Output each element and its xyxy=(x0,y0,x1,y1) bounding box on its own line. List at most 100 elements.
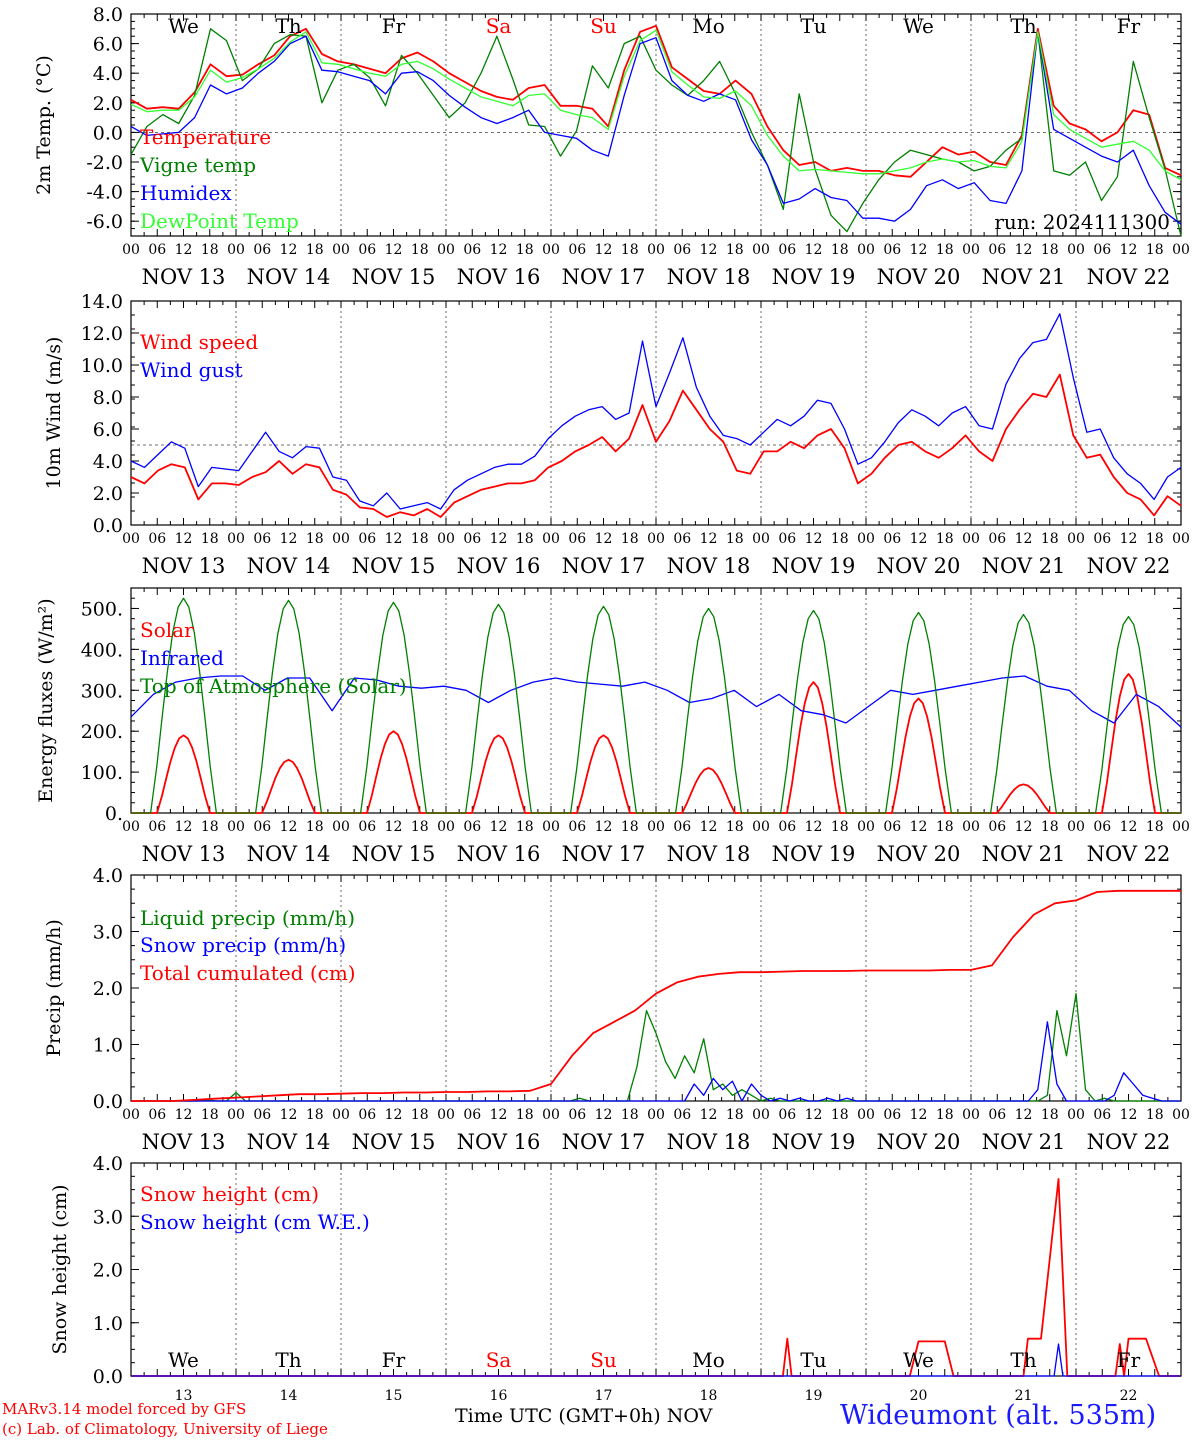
legend-dewpoint-temp: DewPoint Temp xyxy=(140,209,299,233)
hour-label: 12 xyxy=(385,819,403,835)
day-number: 16 xyxy=(490,1388,508,1404)
hour-label: 12 xyxy=(595,819,613,835)
hour-label: 12 xyxy=(175,531,193,547)
hour-label: 06 xyxy=(253,819,271,835)
series-line-infrared xyxy=(130,675,1182,728)
hour-label: 12 xyxy=(910,1107,928,1123)
hour-label: 18 xyxy=(831,242,849,258)
hour-label: 12 xyxy=(595,1107,613,1123)
legend-humidex: Humidex xyxy=(140,181,232,205)
hour-label: 00 xyxy=(1172,819,1190,835)
y-tick-label: 300. xyxy=(81,680,123,702)
hour-label: 00 xyxy=(437,242,455,258)
date-label: NOV 22 xyxy=(1087,554,1171,578)
weekday-label: Su xyxy=(590,1348,617,1372)
hour-label: 18 xyxy=(201,819,219,835)
weekday-label: Fr xyxy=(382,1348,406,1372)
hour-label: 12 xyxy=(385,1107,403,1123)
date-label: NOV 19 xyxy=(772,554,856,578)
hour-label: 06 xyxy=(568,1107,586,1123)
y-tick-label: 2.0 xyxy=(93,1260,123,1282)
hour-label: 12 xyxy=(490,819,508,835)
weekday-label: Mo xyxy=(692,1348,725,1372)
hour-label: 12 xyxy=(805,819,823,835)
hour-label: 18 xyxy=(936,531,954,547)
weekday-label: Fr xyxy=(1117,14,1141,38)
hour-label: 12 xyxy=(280,242,298,258)
hour-label: 12 xyxy=(1120,1107,1138,1123)
hour-label: 00 xyxy=(647,531,665,547)
y-tick-label: 0.0 xyxy=(93,1366,123,1388)
hour-label: 18 xyxy=(831,1107,849,1123)
date-label: NOV 17 xyxy=(562,265,646,289)
hour-label: 06 xyxy=(358,242,376,258)
y-axis-label: Precip (mm/h) xyxy=(43,919,65,1057)
hour-label: 18 xyxy=(516,1107,534,1123)
date-label: NOV 15 xyxy=(352,842,436,866)
weekday-label: Mo xyxy=(692,14,725,38)
hour-label: 18 xyxy=(516,242,534,258)
y-tick-label: 1.0 xyxy=(93,1035,123,1057)
hour-label: 06 xyxy=(1093,1107,1111,1123)
hour-label: 06 xyxy=(673,1107,691,1123)
hour-label: 00 xyxy=(542,1107,560,1123)
hour-label: 18 xyxy=(621,819,639,835)
hour-label: 00 xyxy=(1067,819,1085,835)
panel-1 xyxy=(130,300,1182,526)
hour-label: 06 xyxy=(148,242,166,258)
hour-label: 06 xyxy=(988,242,1006,258)
y-tick-label: 500. xyxy=(81,598,123,620)
y-tick-label: 12.0 xyxy=(81,323,123,345)
date-label: NOV 15 xyxy=(352,1130,436,1154)
hour-label: 00 xyxy=(962,242,980,258)
y-tick-label: 4.0 xyxy=(93,865,123,887)
hour-label: 00 xyxy=(122,531,140,547)
weekday-label: We xyxy=(903,1348,934,1372)
hour-label: 18 xyxy=(1041,1107,1059,1123)
hour-label: 06 xyxy=(463,1107,481,1123)
date-label: NOV 13 xyxy=(142,1130,226,1154)
date-label: NOV 14 xyxy=(247,554,331,578)
hour-label: 06 xyxy=(568,531,586,547)
date-label: NOV 19 xyxy=(772,265,856,289)
date-label: NOV 17 xyxy=(562,1130,646,1154)
hour-label: 18 xyxy=(621,1107,639,1123)
day-number: 22 xyxy=(1120,1388,1138,1404)
hour-label: 06 xyxy=(358,819,376,835)
hour-label: 12 xyxy=(700,531,718,547)
y-tick-label: 2.0 xyxy=(93,978,123,1000)
y-axis-label: 2m Temp. (°C) xyxy=(33,55,55,195)
legend-vigne-temp: Vigne temp xyxy=(139,153,256,177)
series-line-wind-gust xyxy=(130,313,1182,510)
hour-label: 06 xyxy=(253,242,271,258)
hour-label: 06 xyxy=(883,819,901,835)
hour-label: 06 xyxy=(1093,531,1111,547)
series-line-humidex xyxy=(130,31,1182,225)
hour-label: 00 xyxy=(1067,531,1085,547)
weekday-label: Th xyxy=(1010,14,1036,38)
hour-label: 00 xyxy=(332,531,350,547)
hour-label: 12 xyxy=(1120,819,1138,835)
hour-label: 12 xyxy=(490,242,508,258)
y-tick-label: 200. xyxy=(81,721,123,743)
hour-label: 06 xyxy=(673,242,691,258)
hour-label: 00 xyxy=(857,819,875,835)
hour-label: 00 xyxy=(122,242,140,258)
hour-label: 06 xyxy=(148,1107,166,1123)
weekday-label: Su xyxy=(590,14,617,38)
weekday-label: We xyxy=(168,14,199,38)
weekday-label: Th xyxy=(275,1348,301,1372)
hour-label: 00 xyxy=(962,1107,980,1123)
series-line-liquid-precip-mm-h- xyxy=(131,992,1181,1102)
hour-label: 18 xyxy=(831,819,849,835)
date-label: NOV 14 xyxy=(247,265,331,289)
legend-snow-height-cm-w-e-: Snow height (cm W.E.) xyxy=(140,1210,370,1234)
hour-label: 00 xyxy=(437,531,455,547)
hour-label: 06 xyxy=(463,531,481,547)
date-label: NOV 20 xyxy=(877,842,961,866)
legend-top-of-atmosphere-solar-: Top of Atmosphere (Solar) xyxy=(140,674,407,698)
hour-label: 00 xyxy=(1172,242,1190,258)
hour-label: 12 xyxy=(700,819,718,835)
hour-label: 12 xyxy=(280,819,298,835)
date-label: NOV 16 xyxy=(457,554,541,578)
